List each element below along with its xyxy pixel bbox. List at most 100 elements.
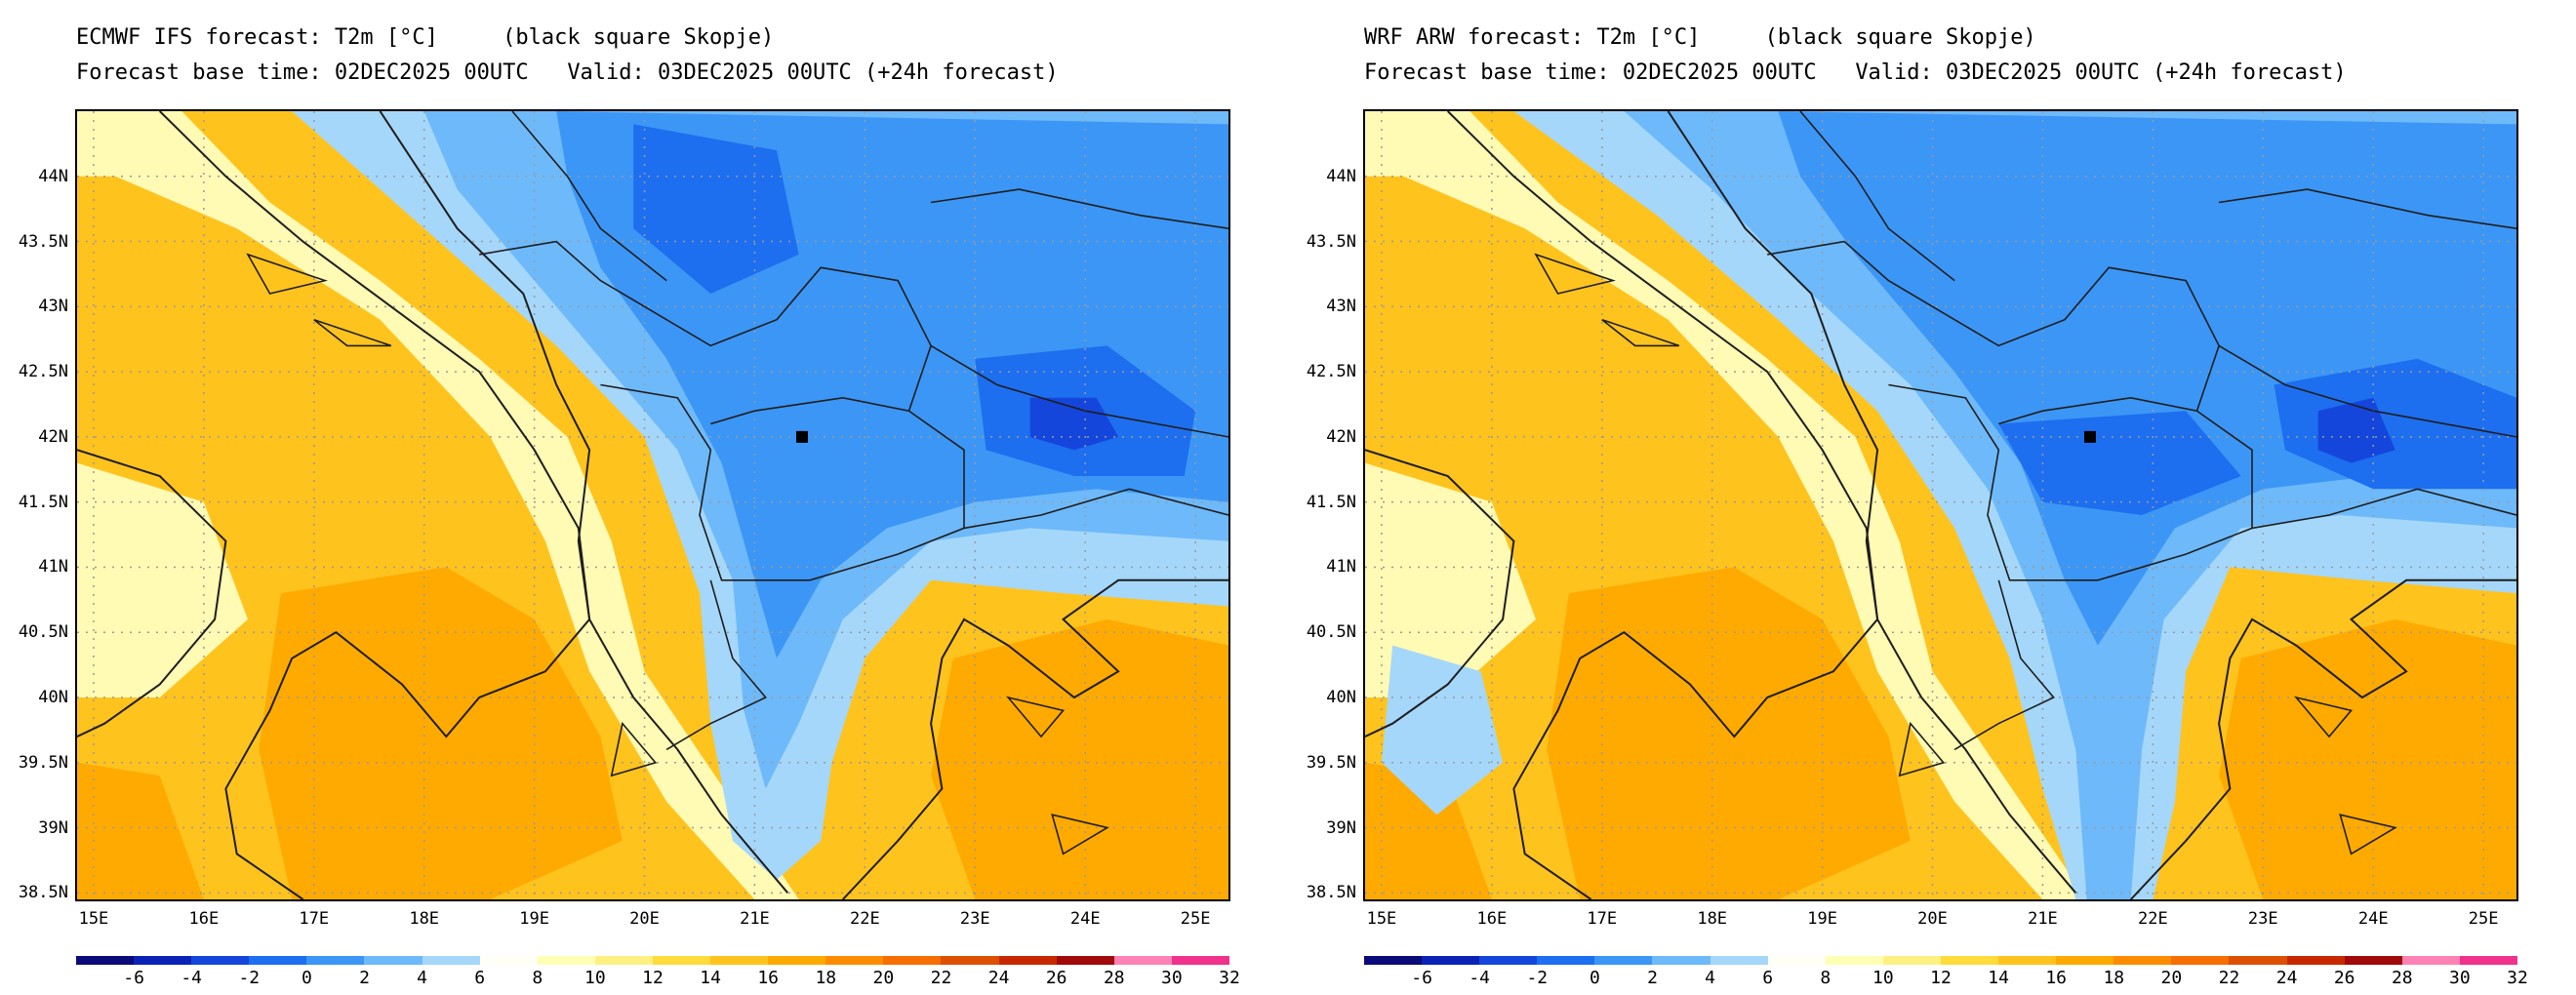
colorbar-swatch [1364, 956, 1423, 965]
latitude-label: 40.5N [18, 622, 68, 643]
latitude-label: 44N [1326, 166, 1356, 186]
longitude-label: 16E [1476, 909, 1508, 929]
colorbar-label: 4 [1705, 968, 1716, 988]
latitude-label: 42.5N [1306, 362, 1356, 382]
country-border [1888, 383, 2253, 581]
longitude-label: 23E [959, 909, 990, 929]
panel-subtitle: Forecast base time: 02DEC2025 00UTC Vali… [1364, 60, 2347, 85]
colorbar-swatch [2171, 956, 2230, 965]
latitude-label: 40.5N [1306, 622, 1356, 643]
colorbar-label: -4 [181, 968, 203, 988]
colorbar-label: 20 [2160, 968, 2183, 988]
latitude-label: 39N [38, 817, 68, 838]
latitude-label: 39.5N [1306, 752, 1356, 773]
island-outline [2294, 696, 2354, 738]
colorbar-swatch [1171, 956, 1229, 965]
colorbar-label: 8 [1820, 968, 1831, 988]
colorbar-swatch [479, 956, 538, 965]
latitude-label: 43N [1326, 297, 1356, 317]
longitude-label: 15E [78, 909, 109, 929]
colorbar-swatch [1422, 956, 1480, 965]
colorbar-label: 28 [2391, 968, 2413, 988]
map-canvas [1365, 111, 2516, 899]
colorbar-swatch [134, 956, 192, 965]
country-border [2251, 488, 2516, 530]
colorbar-swatch [76, 956, 135, 965]
field-cool-west [1381, 645, 1504, 816]
colorbar-label: 28 [1103, 968, 1125, 988]
colorbar-swatch [1940, 956, 1999, 965]
country-border [963, 488, 1228, 530]
coastline [158, 111, 591, 899]
colorbar-label: 0 [301, 968, 312, 988]
colorbar-label: 20 [872, 968, 895, 988]
longitude-label: 20E [629, 909, 660, 929]
coastline [1667, 111, 2077, 894]
coastline [1365, 449, 1515, 738]
latitude-label: 43N [38, 297, 68, 317]
country-border [930, 344, 1228, 438]
skopje-marker [2084, 430, 2097, 443]
colorbar-swatch [1594, 956, 1653, 965]
colorbar-label: 26 [1045, 968, 1067, 988]
colorbar-swatch [191, 956, 250, 965]
colorbar-swatch [249, 956, 307, 965]
colorbar-label: 24 [987, 968, 1010, 988]
longitude-label: 23E [2247, 909, 2278, 929]
latitude-label: 41.5N [18, 492, 68, 512]
colorbar-label: 22 [930, 968, 952, 988]
colorbar-label: 16 [2045, 968, 2068, 988]
colorbar-swatch [883, 956, 942, 965]
colorbar-swatch [422, 956, 480, 965]
field-mild-coast [77, 111, 799, 899]
longitude-label: 22E [2138, 909, 2168, 929]
longitude-label: 25E [2468, 909, 2499, 929]
field-hot-greece [2219, 618, 2516, 899]
temperature-map [75, 109, 1230, 901]
colorbar-swatch [2401, 956, 2460, 965]
island-outline [1051, 814, 1109, 856]
longitude-label: 18E [409, 909, 440, 929]
island-outline [313, 318, 392, 347]
colorbar-swatch [1825, 956, 1883, 965]
field-hot-south [77, 762, 204, 899]
colorbar-swatch [652, 956, 711, 965]
colorbar-label: 12 [642, 968, 664, 988]
coastline [842, 578, 1228, 899]
country-border [1799, 111, 1955, 282]
field-mild-coast [1365, 111, 2087, 899]
colorbar-swatch [2056, 956, 2114, 965]
colorbar-label: 18 [2103, 968, 2125, 988]
colorbar-swatch [1882, 956, 1941, 965]
colorbar-swatch [2344, 956, 2402, 965]
latitude-label: 40N [38, 687, 68, 707]
panel-title: WRF ARW forecast: T2m [°C] (black square… [1364, 25, 2036, 50]
colorbar-swatch [537, 956, 595, 965]
colorbar-label: 16 [757, 968, 780, 988]
latitude-label: 42N [1326, 426, 1356, 447]
field-hot-greece [931, 618, 1228, 899]
coastline [2130, 578, 2516, 899]
colorbar-swatch [306, 956, 365, 965]
longitude-label: 17E [1587, 909, 1618, 929]
longitude-label: 24E [2357, 909, 2389, 929]
colorbar-label: 2 [359, 968, 370, 988]
country-border [1953, 579, 2055, 751]
island-outline [1898, 721, 1946, 777]
latitude-label: 38.5N [1306, 883, 1356, 903]
colorbar-swatch [825, 956, 884, 965]
panel-subtitle: Forecast base time: 02DEC2025 00UTC Vali… [76, 60, 1059, 85]
colorbar-swatch [941, 956, 999, 965]
country-border [665, 579, 767, 751]
latitude-label: 41N [1326, 557, 1356, 577]
longitude-label: 18E [1697, 909, 1728, 929]
colorbar-swatch [2229, 956, 2287, 965]
field-hot-italy [1547, 567, 1911, 899]
colorbar-label: 30 [1161, 968, 1183, 988]
field-coldest-north [633, 124, 799, 295]
colorbar [1364, 956, 2517, 965]
colorbar-label: -2 [1526, 968, 1549, 988]
latitude-label: 39N [1326, 817, 1356, 838]
country-border [479, 240, 932, 412]
longitude-label: 15E [1366, 909, 1397, 929]
